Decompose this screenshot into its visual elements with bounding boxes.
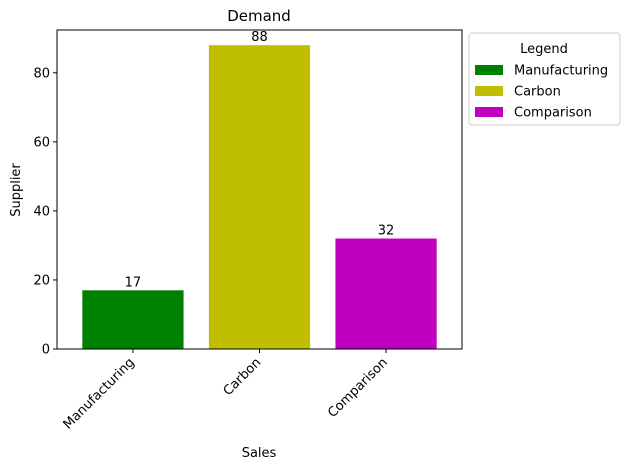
x-tick-label-carbon: Carbon <box>221 355 265 399</box>
data-label-comparison: 32 <box>378 224 395 239</box>
x-tick-label-manufacturing: Manufacturing <box>61 355 138 432</box>
y-tick-label: 60 <box>33 135 50 150</box>
legend-label-carbon: Carbon <box>514 85 561 100</box>
legend-title: Legend <box>520 42 568 57</box>
plot-area: 17 88 32 0 20 40 60 80 Manufacturing Carbon Compar… <box>33 29 463 432</box>
legend-label-comparison: Comparison <box>514 106 592 121</box>
bar-manufacturing <box>82 290 184 349</box>
x-tick-label-comparison: Comparison <box>325 355 391 421</box>
legend-swatch-comparison <box>475 107 503 117</box>
data-label-manufacturing: 17 <box>125 275 142 290</box>
legend-entries: Manufacturing Carbon Comparison <box>475 64 608 121</box>
data-label-carbon: 88 <box>251 30 268 45</box>
legend: Legend Manufacturing Carbon Comparison <box>468 32 621 126</box>
y-axis-label: Supplier <box>9 163 24 217</box>
bar-comparison <box>335 238 437 349</box>
y-tick-label: 40 <box>33 204 50 219</box>
y-tick-label: 0 <box>42 343 50 358</box>
legend-label-manufacturing: Manufacturing <box>514 64 608 79</box>
x-axis-label: Sales <box>242 446 277 461</box>
chart-title: Demand <box>227 7 291 25</box>
bar-carbon <box>208 45 311 349</box>
legend-swatch-manufacturing <box>475 65 503 75</box>
legend-swatch-carbon <box>475 86 503 96</box>
legend-frame <box>468 32 621 126</box>
y-tick-label: 20 <box>33 273 50 288</box>
y-tick-label: 80 <box>33 66 50 81</box>
